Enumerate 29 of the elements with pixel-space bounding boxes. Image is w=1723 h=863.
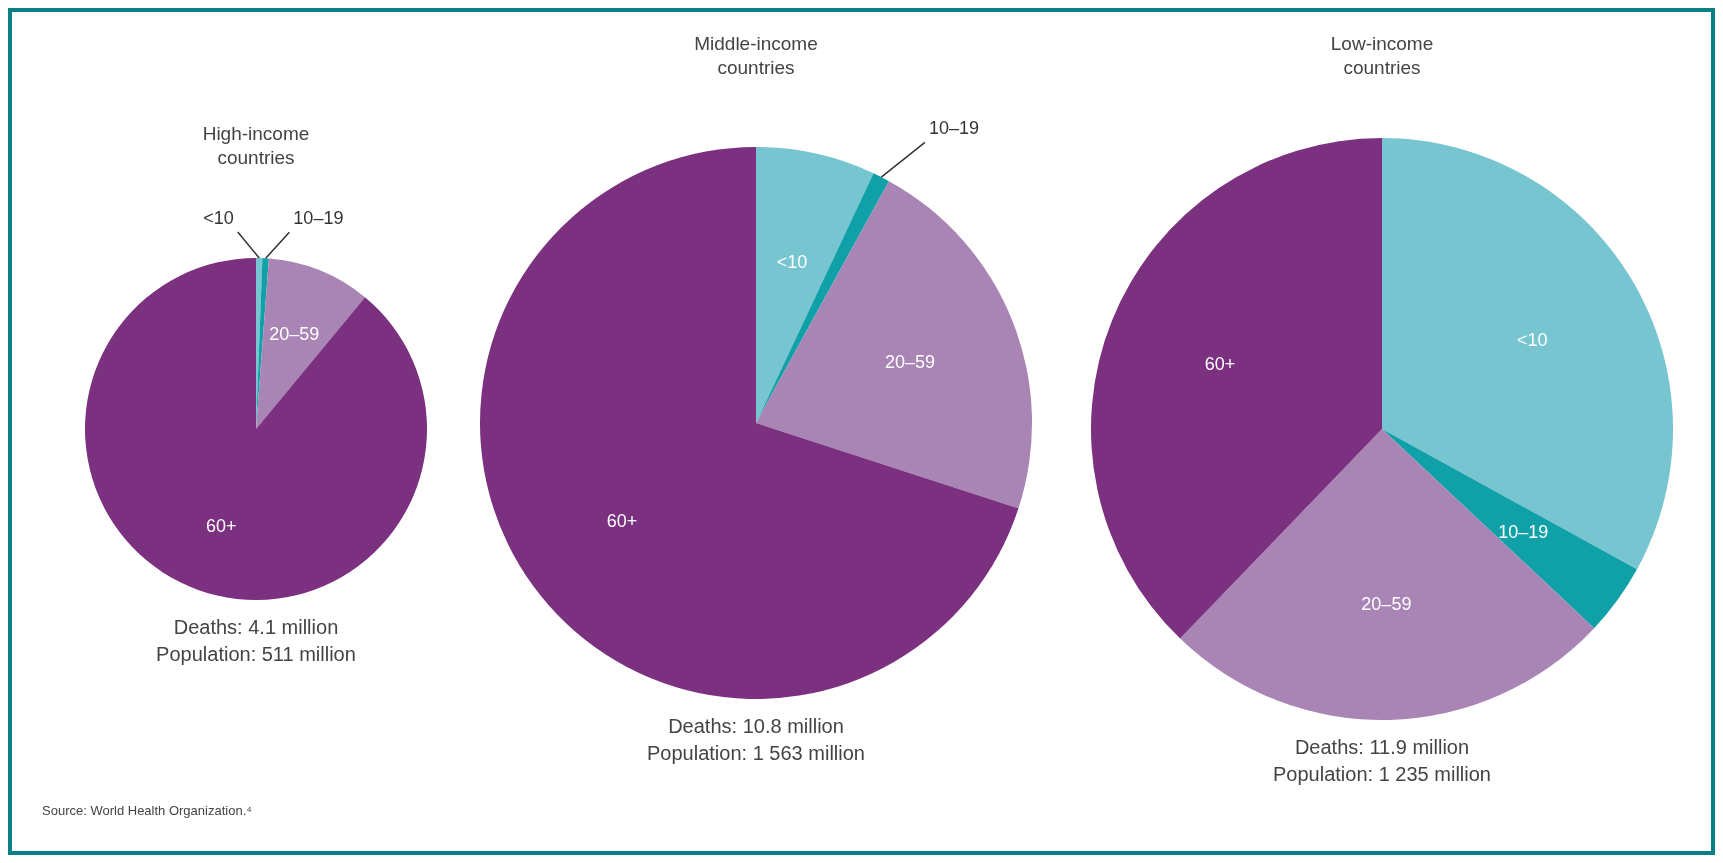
text: Deaths: 4.1 million bbox=[173, 616, 339, 638]
slice-label: 20–59 bbox=[1361, 593, 1412, 614]
slice-label: 60+ bbox=[606, 510, 638, 531]
slice-label: 60+ bbox=[1204, 354, 1236, 375]
pie-slice bbox=[1382, 138, 1673, 570]
slice-label: 10–19 bbox=[293, 208, 344, 229]
slice-label: <10 bbox=[203, 208, 234, 229]
pie-slice bbox=[85, 258, 427, 600]
pie-slice bbox=[256, 258, 365, 429]
slice-label: 10–19 bbox=[928, 118, 979, 139]
text: Deaths: 10.8 million bbox=[668, 715, 844, 737]
pie-slice bbox=[1180, 429, 1595, 720]
text: Population: 1 563 million bbox=[647, 742, 865, 764]
text: Deaths: 11.9 million bbox=[1294, 736, 1470, 758]
text: Population: 511 million bbox=[156, 643, 356, 665]
slice-label: <10 bbox=[776, 251, 808, 272]
pie-slice bbox=[756, 181, 1032, 509]
text: Population: 1 235 million bbox=[1273, 763, 1491, 785]
pie-slice bbox=[480, 147, 1019, 699]
chart-title: Low-income countries bbox=[1330, 33, 1434, 78]
slice-label: 20–59 bbox=[884, 352, 935, 373]
chart-title: Middle-income countries bbox=[694, 33, 818, 78]
slice-label: <10 bbox=[1517, 330, 1548, 351]
source-note: Source: World Health Organization.⁴ bbox=[42, 803, 252, 818]
chart-title: High-income countries bbox=[202, 123, 310, 168]
slice-label: 20–59 bbox=[269, 324, 320, 345]
slice-label: 60+ bbox=[205, 515, 237, 536]
slice-label: 10–19 bbox=[1498, 521, 1549, 542]
pie-slice bbox=[756, 147, 874, 423]
